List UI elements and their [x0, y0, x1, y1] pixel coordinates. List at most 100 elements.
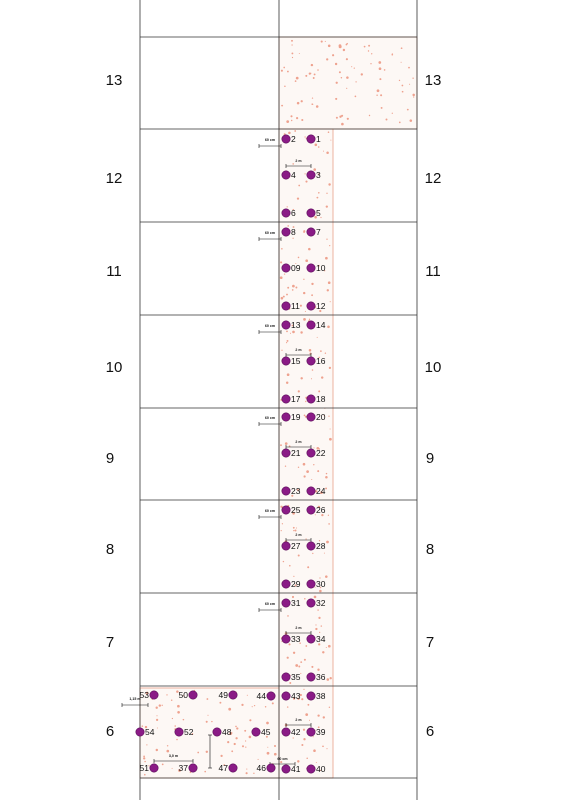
survey-point — [281, 634, 291, 644]
zone-speck — [295, 262, 297, 265]
zone-speck — [328, 183, 331, 186]
zone-speck — [303, 738, 306, 741]
zone-speck — [380, 106, 383, 109]
dimension-label: 1,15 m — [129, 697, 140, 701]
survey-point — [135, 727, 145, 737]
zone-speck — [288, 131, 291, 135]
zone-speck — [305, 400, 307, 403]
zone-speck — [326, 151, 329, 154]
zone-speck — [291, 595, 295, 599]
zone-speck — [327, 44, 331, 48]
zone-speck — [334, 62, 338, 66]
zone-speck — [141, 725, 144, 727]
survey-point — [188, 690, 198, 700]
zone-speck — [280, 296, 284, 300]
zone-speck — [143, 757, 146, 760]
zone-speck — [408, 66, 410, 69]
zone-speck — [249, 719, 252, 722]
zone-speck — [319, 631, 321, 634]
zone-speck — [303, 278, 305, 280]
zone-speck — [286, 120, 290, 123]
zone-speck — [304, 415, 307, 418]
zone-speck — [235, 725, 237, 728]
zone-speck — [314, 514, 316, 516]
zone-speck — [176, 738, 178, 741]
zone-speck — [320, 350, 322, 352]
zone-speck — [341, 122, 344, 126]
zone-speck — [324, 40, 326, 42]
survey-point — [174, 727, 184, 737]
zone-speck — [287, 286, 290, 289]
zone-speck — [328, 415, 330, 417]
zone-speck — [281, 104, 284, 107]
zone-speck — [286, 330, 288, 333]
survey-point — [306, 486, 316, 496]
zone-speck — [176, 690, 179, 693]
zone-speck — [178, 769, 181, 772]
zone-speck — [223, 764, 226, 766]
survey-point — [306, 727, 316, 737]
zone-speck — [314, 143, 318, 147]
survey-point-label: 48 — [222, 727, 232, 737]
zone-speck — [304, 173, 306, 175]
zone-speck — [327, 514, 330, 516]
row-label-left: 8 — [106, 541, 114, 558]
zone-speck — [246, 768, 248, 770]
zone-speck — [206, 698, 209, 700]
zone-speck — [326, 192, 328, 194]
zone-speck — [308, 247, 311, 251]
zone-speck — [245, 772, 248, 775]
zone-speck — [303, 230, 306, 233]
zone-speck — [294, 130, 297, 132]
zone-speck — [241, 745, 245, 748]
zone-speck — [285, 381, 289, 384]
zone-speck — [292, 208, 295, 211]
zone-speck — [378, 61, 382, 64]
zone-speck — [326, 748, 328, 750]
survey-point-label: 10 — [316, 263, 326, 273]
zone-speck — [327, 131, 330, 133]
zone-speck — [280, 69, 283, 72]
zone-speck — [391, 53, 394, 56]
zone-speck — [320, 625, 323, 627]
survey-point-label: 43 — [291, 691, 301, 701]
zone-speck — [288, 643, 291, 646]
survey-point — [306, 301, 316, 311]
survey-point — [281, 394, 291, 404]
dimension-label: 60 cm — [265, 231, 275, 235]
survey-point — [306, 263, 316, 273]
survey-point — [281, 356, 291, 366]
zone-speck — [158, 704, 162, 707]
zone-speck — [280, 261, 283, 264]
zone-speck — [204, 770, 206, 773]
zone-speck — [177, 704, 180, 708]
zone-speck — [251, 706, 253, 708]
row-label-left: 10 — [106, 359, 123, 376]
zone-speck — [330, 139, 332, 141]
zone-speck — [284, 85, 286, 87]
survey-point-label: 53 — [140, 690, 150, 700]
survey-point-label: 34 — [316, 634, 326, 644]
zone-speck — [329, 244, 331, 247]
survey-point-label: 50 — [179, 690, 189, 700]
survey-point-label: 4 — [291, 170, 296, 180]
zone-speck — [320, 376, 324, 379]
survey-point — [149, 763, 159, 773]
zone-speck — [318, 616, 321, 620]
zone-speck — [229, 732, 232, 735]
zone-speck — [155, 706, 158, 709]
zone-speck — [351, 66, 353, 68]
zone-speck — [315, 762, 317, 763]
zone-speck — [346, 76, 349, 79]
zone-speck — [301, 118, 304, 122]
survey-point — [306, 356, 316, 366]
survey-point-label: 09 — [291, 263, 301, 273]
survey-point-label: 54 — [145, 727, 155, 737]
survey-point — [281, 320, 291, 330]
zone-speck — [267, 746, 269, 748]
row-label-left: 13 — [106, 72, 123, 89]
zone-speck — [265, 735, 268, 738]
zone-speck — [320, 216, 322, 219]
zone-speck — [291, 494, 294, 497]
survey-point-label: 14 — [316, 320, 326, 330]
